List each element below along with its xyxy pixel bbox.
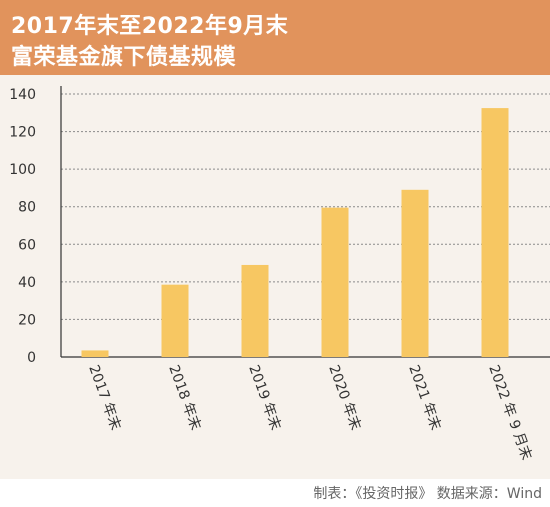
chart-title-line-1: 2017年末至2022年9月末	[11, 14, 289, 39]
y-tick-label: 20	[18, 312, 36, 328]
x-tick-label: 2022 年 9 月末	[485, 363, 534, 462]
x-tick-label: 2017 年末	[85, 363, 123, 432]
x-tick-label: 2021 年末	[405, 363, 443, 432]
bar	[401, 189, 429, 357]
y-tick-label: 140	[9, 87, 36, 103]
bar	[161, 284, 189, 357]
bar	[81, 350, 109, 357]
chart-title-line-2: 富荣基金旗下债基规模	[11, 45, 237, 70]
y-tick-label: 40	[18, 275, 36, 291]
bar-chart: 0 20 40 60 80 100 120 140 2017 年末 2018 年末 2019 年末…	[9, 86, 550, 462]
x-tick-label: 2019 年末	[245, 363, 283, 432]
bar	[481, 108, 509, 357]
source-note: 制表：《投资时报》 数据来源：Wind	[313, 486, 542, 502]
bars	[81, 108, 509, 357]
bar	[321, 207, 349, 357]
x-tick-labels: 2017 年末 2018 年末 2019 年末 2020 年末 2021 年末 2022 …	[85, 363, 534, 462]
x-tick-label: 2018 年末	[165, 363, 203, 432]
plot-background	[0, 75, 550, 479]
axes	[60, 86, 550, 358]
x-tick-label: 2020 年末	[325, 363, 363, 432]
y-tick-label: 0	[27, 350, 36, 366]
y-tick-label: 100	[9, 162, 36, 178]
chart-header: 2017年末至2022年9月末 富荣基金旗下债基规模	[0, 0, 550, 75]
y-tick-label: 120	[9, 125, 36, 141]
y-tick-labels: 0 20 40 60 80 100 120 140	[9, 87, 36, 366]
y-tick-label: 60	[18, 237, 36, 253]
grid-lines	[61, 93, 550, 320]
y-tick-label: 80	[18, 200, 36, 216]
bar	[241, 264, 269, 357]
